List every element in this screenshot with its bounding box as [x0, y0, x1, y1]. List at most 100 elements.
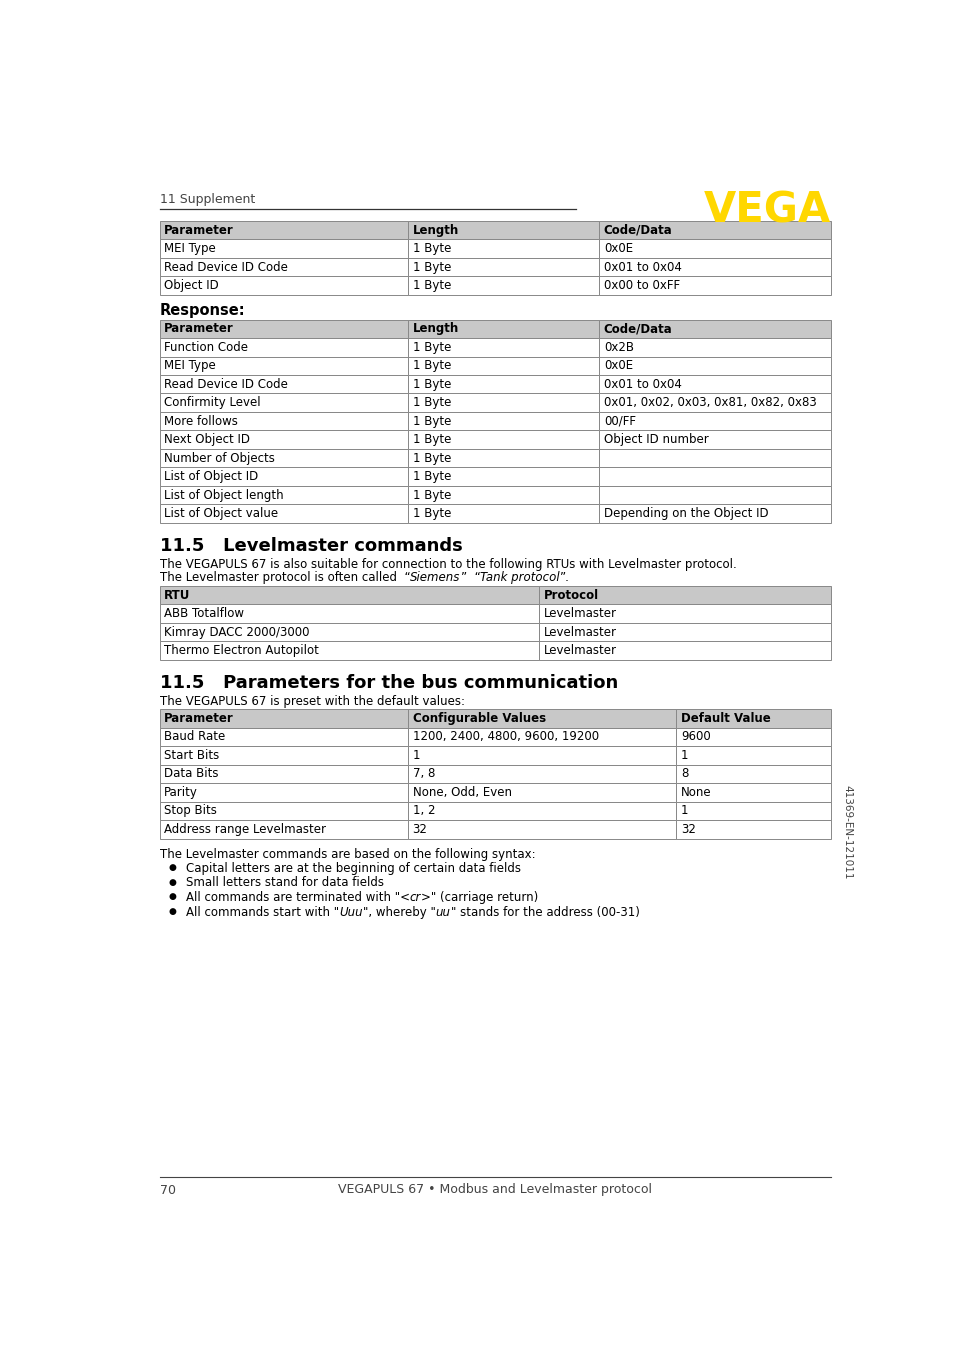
Bar [598, 412, 830, 431]
Text: Stop Bits: Stop Bits [164, 804, 217, 818]
Text: MEI Type: MEI Type [164, 242, 215, 255]
Bar [676, 765, 830, 783]
Text: ", whereby ": ", whereby " [362, 906, 436, 918]
Text: Parity: Parity [164, 785, 198, 799]
Bar [159, 709, 408, 727]
Bar [598, 276, 830, 295]
Bar [159, 467, 408, 486]
Text: Tank protocol: Tank protocol [479, 570, 559, 584]
Bar [159, 727, 408, 746]
Bar [408, 356, 598, 375]
Text: RTU: RTU [164, 589, 191, 601]
Bar [408, 259, 598, 276]
Bar [159, 504, 408, 523]
Bar [598, 450, 830, 467]
Bar [408, 320, 598, 338]
Text: 1 Byte: 1 Byte [412, 378, 451, 391]
Text: 1 Byte: 1 Byte [412, 242, 451, 255]
Bar [408, 821, 676, 838]
Text: ●: ● [169, 907, 176, 917]
Bar [598, 221, 830, 240]
Bar [408, 276, 598, 295]
Text: MEI Type: MEI Type [164, 359, 215, 372]
Text: Code/Data: Code/Data [603, 223, 672, 237]
Bar [598, 375, 830, 394]
Text: 1 Byte: 1 Byte [412, 433, 451, 447]
Text: 1 Byte: 1 Byte [412, 489, 451, 501]
Text: 00/FF: 00/FF [603, 414, 635, 428]
Text: 0x01, 0x02, 0x03, 0x81, 0x82, 0x83: 0x01, 0x02, 0x03, 0x81, 0x82, 0x83 [603, 397, 816, 409]
Text: ”  “: ” “ [460, 570, 479, 584]
Bar [159, 746, 408, 765]
Text: 1, 2: 1, 2 [412, 804, 435, 818]
Text: 7, 8: 7, 8 [412, 768, 435, 780]
Bar [598, 320, 830, 338]
Bar [676, 727, 830, 746]
Text: Default Value: Default Value [680, 712, 770, 724]
Text: 32: 32 [680, 823, 695, 835]
Bar [159, 623, 538, 642]
Text: Address range Levelmaster: Address range Levelmaster [164, 823, 326, 835]
Bar [159, 586, 538, 604]
Text: 1: 1 [412, 749, 419, 762]
Bar [676, 783, 830, 802]
Text: 1 Byte: 1 Byte [412, 452, 451, 464]
Text: Protocol: Protocol [543, 589, 598, 601]
Text: 1 Byte: 1 Byte [412, 359, 451, 372]
Text: The VEGAPULS 67 is preset with the default values:: The VEGAPULS 67 is preset with the defau… [159, 696, 464, 708]
Bar [159, 450, 408, 467]
Bar [598, 467, 830, 486]
Text: 1: 1 [680, 749, 688, 762]
Text: Read Device ID Code: Read Device ID Code [164, 261, 288, 274]
Bar [159, 240, 408, 259]
Bar [598, 356, 830, 375]
Bar [408, 375, 598, 394]
Bar [676, 821, 830, 838]
Text: " stands for the address (00-31): " stands for the address (00-31) [450, 906, 639, 918]
Bar [159, 765, 408, 783]
Text: More follows: More follows [164, 414, 238, 428]
Text: Levelmaster: Levelmaster [543, 645, 616, 657]
Text: List of Object value: List of Object value [164, 508, 278, 520]
Text: All commands are terminated with "<: All commands are terminated with "< [186, 891, 410, 904]
Bar [159, 221, 408, 240]
Text: 1 Byte: 1 Byte [412, 397, 451, 409]
Text: Kimray DACC 2000/3000: Kimray DACC 2000/3000 [164, 626, 310, 639]
Bar [676, 802, 830, 821]
Text: None: None [680, 785, 711, 799]
Bar [159, 356, 408, 375]
Bar [408, 221, 598, 240]
Bar [159, 259, 408, 276]
Text: Thermo Electron Autopilot: Thermo Electron Autopilot [164, 645, 318, 657]
Text: 0x01 to 0x04: 0x01 to 0x04 [603, 261, 681, 274]
Text: Length: Length [412, 223, 458, 237]
Text: Data Bits: Data Bits [164, 768, 218, 780]
Bar [598, 338, 830, 356]
Text: Capital letters are at the beginning of certain data fields: Capital letters are at the beginning of … [186, 861, 520, 875]
Text: Siemens: Siemens [410, 570, 460, 584]
Bar [408, 394, 598, 412]
Text: 1200, 2400, 4800, 9600, 19200: 1200, 2400, 4800, 9600, 19200 [412, 730, 598, 743]
Text: 1 Byte: 1 Byte [412, 470, 451, 483]
Bar [408, 486, 598, 504]
Text: cr: cr [410, 891, 421, 904]
Text: Depending on the Object ID: Depending on the Object ID [603, 508, 767, 520]
Text: 9600: 9600 [680, 730, 710, 743]
Text: Levelmaster: Levelmaster [543, 607, 616, 620]
Text: Read Device ID Code: Read Device ID Code [164, 378, 288, 391]
Bar [598, 431, 830, 450]
Bar [408, 338, 598, 356]
Bar [538, 586, 830, 604]
Bar [159, 320, 408, 338]
Bar [159, 338, 408, 356]
Text: 8: 8 [680, 768, 688, 780]
Text: Small letters stand for data fields: Small letters stand for data fields [186, 876, 383, 890]
Bar [676, 709, 830, 727]
Text: ●: ● [169, 864, 176, 872]
Text: The VEGAPULS 67 is also suitable for connection to the following RTUs with Level: The VEGAPULS 67 is also suitable for con… [159, 558, 736, 571]
Bar [159, 431, 408, 450]
Text: 0x0E: 0x0E [603, 242, 632, 255]
Bar [408, 431, 598, 450]
Text: ●: ● [169, 877, 176, 887]
Text: VEGA: VEGA [702, 190, 830, 232]
